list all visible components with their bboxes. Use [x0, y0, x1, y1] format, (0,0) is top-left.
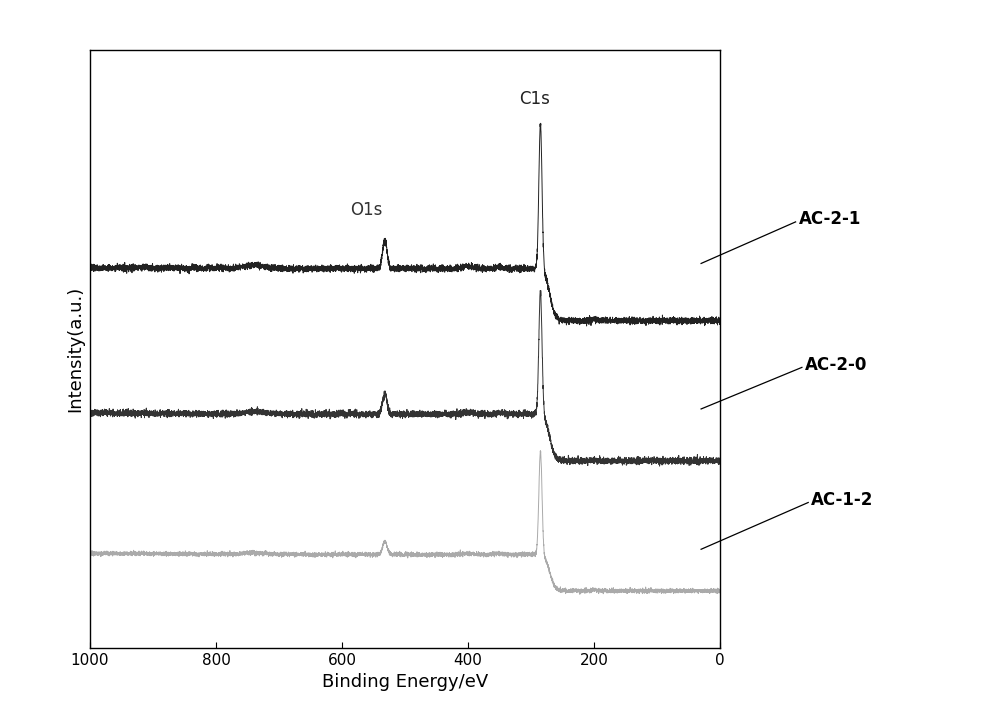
- X-axis label: Binding Energy/eV: Binding Energy/eV: [322, 673, 488, 691]
- Text: AC-2-0: AC-2-0: [805, 356, 867, 374]
- Text: AC-2-1: AC-2-1: [799, 210, 861, 228]
- Text: C1s: C1s: [519, 89, 550, 107]
- Text: AC-1-2: AC-1-2: [811, 491, 874, 509]
- Y-axis label: Intensity(a.u.): Intensity(a.u.): [66, 286, 84, 413]
- Text: O1s: O1s: [350, 202, 382, 220]
